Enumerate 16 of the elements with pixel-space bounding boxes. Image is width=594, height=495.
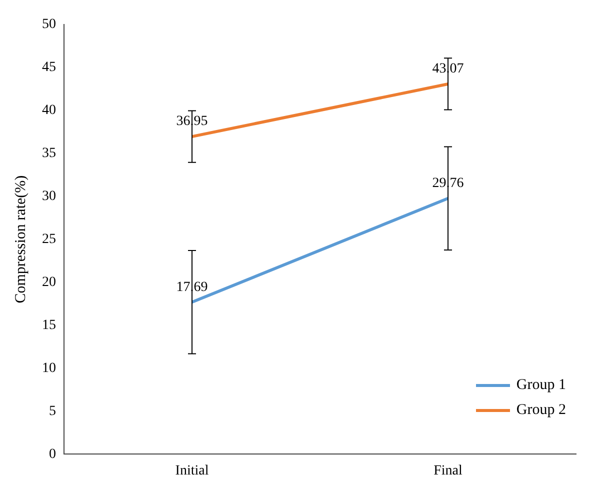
legend-label: Group 1 xyxy=(516,377,566,394)
y-tick-label: 20 xyxy=(42,274,56,290)
y-tick-label: 25 xyxy=(42,232,56,247)
y-tick-label: 35 xyxy=(42,146,56,162)
y-tick-label: 15 xyxy=(42,318,56,333)
y-axis-title: Compression rate(%) xyxy=(12,175,29,304)
x-tick-label: Final xyxy=(434,463,462,478)
y-tick-label: 30 xyxy=(42,188,56,204)
y-tick-label: 5 xyxy=(49,404,56,419)
y-tick-label: 50 xyxy=(42,17,56,32)
y-tick-label: 45 xyxy=(42,60,56,76)
x-tick-label: Initial xyxy=(175,463,209,478)
y-tick-label: 10 xyxy=(42,360,56,376)
y-tick-label: 0 xyxy=(49,446,56,462)
y-tick-label: 40 xyxy=(42,103,56,118)
legend-label: Group 2 xyxy=(516,402,566,419)
